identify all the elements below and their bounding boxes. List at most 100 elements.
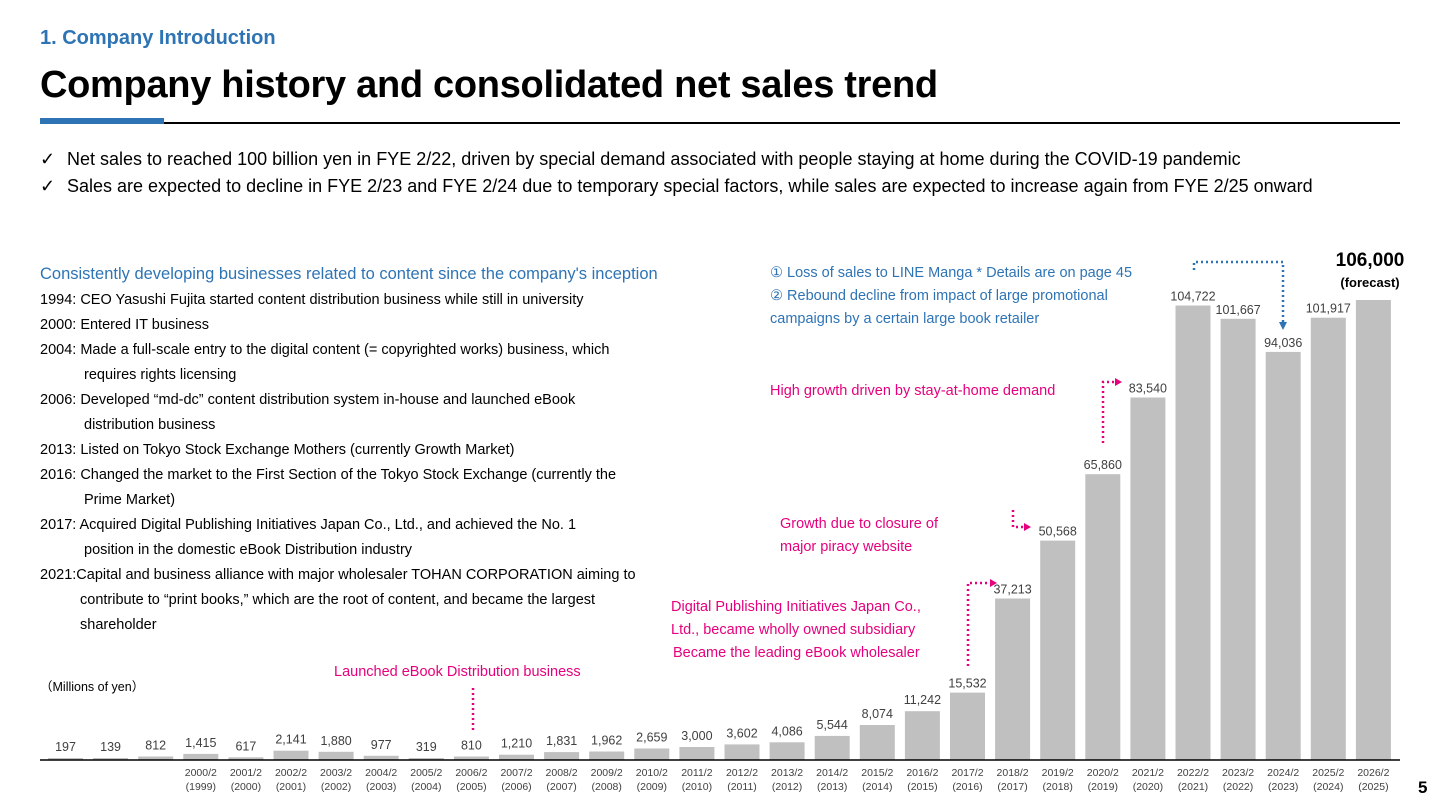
x-tick-sublabel: (2003) (366, 781, 396, 793)
history-heading: Consistently developing businesses relat… (40, 265, 658, 283)
bar-value-label: 101,667 (1216, 303, 1261, 317)
bar-value-label: 104,722 (1170, 290, 1215, 304)
x-tick-sublabel: (2009) (637, 781, 667, 793)
x-tick-sublabel: (2016) (952, 781, 982, 793)
bar (138, 756, 174, 760)
bar-value-label: 4,086 (771, 724, 802, 738)
bar-value-label: 2,659 (636, 731, 667, 745)
x-tick-sublabel: (1999) (186, 781, 216, 793)
history-item: 2004: Made a full-scale entry to the dig… (40, 338, 730, 388)
x-tick-label: 2000/2 (185, 767, 217, 779)
x-tick-sublabel: (2013) (817, 781, 847, 793)
x-tick-sublabel: (2021) (1178, 781, 1208, 793)
history-text: 2021:Capital and business alliance with … (40, 567, 636, 583)
check-icon: ✓ (40, 149, 56, 169)
bar-value-label: 1,210 (501, 737, 532, 751)
bar (1265, 351, 1301, 760)
x-tick-label: 2021/2 (1132, 767, 1164, 779)
annotation-line-manga: ① Loss of sales to LINE Manga * Details … (770, 265, 1133, 281)
x-tick-label: 2023/2 (1222, 767, 1254, 779)
annotation-rebound: ② Rebound decline from impact of large p… (770, 288, 1108, 304)
x-tick-sublabel: (2012) (772, 781, 802, 793)
bar-value-label: 83,540 (1129, 382, 1167, 396)
bar (93, 758, 129, 760)
bar (634, 748, 670, 760)
annotation-ebook-launch: Launched eBook Distribution business (334, 664, 581, 680)
history-item: 2017: Acquired Digital Publishing Initia… (40, 513, 730, 563)
line-manga-arrowhead (1279, 322, 1287, 330)
bullet-text: Sales are expected to decline in FYE 2/2… (67, 175, 1313, 196)
history-text-cont: distribution business (84, 417, 216, 433)
dpij-callout-line (966, 581, 990, 666)
bar (363, 755, 399, 760)
bar (904, 711, 940, 760)
bar (1175, 305, 1211, 760)
x-tick-sublabel: (2019) (1088, 781, 1118, 793)
history-text-cont: requires rights licensing (84, 367, 237, 383)
x-tick-label: 2012/2 (726, 767, 758, 779)
history-text-cont: contribute to “print books,” which are t… (80, 592, 596, 633)
x-tick-sublabel: (2001) (276, 781, 306, 793)
summary-bullets: ✓ Net sales to reached 100 billion yen i… (40, 146, 1420, 199)
x-tick-label: 2013/2 (771, 767, 803, 779)
x-tick-label: 2018/2 (997, 767, 1029, 779)
stay-home-callout-line (1101, 380, 1115, 443)
bar-value-label: 1,415 (185, 736, 216, 750)
x-tick-label: 2008/2 (546, 767, 578, 779)
x-tick-sublabel: (2006) (501, 781, 531, 793)
bar-value-label: 94,036 (1264, 336, 1302, 350)
annotation-dpij: Digital Publishing Initiatives Japan Co.… (671, 599, 921, 615)
bar-value-label: 1,962 (591, 734, 622, 748)
dpij-arrowhead (990, 579, 997, 587)
bar (408, 758, 444, 760)
x-tick-label: 2005/2 (410, 767, 442, 779)
x-tick-sublabel: (2010) (682, 781, 712, 793)
x-tick-label: 2024/2 (1267, 767, 1299, 779)
section-label: 1. Company Introduction (40, 27, 276, 49)
history-text: 2006: Developed “md-dc” content distribu… (40, 392, 576, 408)
bar-value-label: 11,242 (904, 693, 941, 707)
forecast-label: (forecast) (1340, 275, 1400, 290)
x-tick-sublabel: (2020) (1133, 781, 1163, 793)
x-tick-label: 2026/2 (1357, 767, 1389, 779)
x-tick-label: 2025/2 (1312, 767, 1344, 779)
bullet-item: ✓ Net sales to reached 100 billion yen i… (40, 146, 1420, 173)
x-tick-sublabel: (2017) (997, 781, 1027, 793)
bar-value-label: 319 (416, 740, 437, 754)
x-tick-label: 2007/2 (500, 767, 532, 779)
x-tick-sublabel: (2018) (1043, 781, 1073, 793)
bar (724, 744, 760, 760)
history-text-cont: Prime Market) (84, 492, 176, 508)
bar (544, 752, 580, 760)
unit-label: （Millions of yen） (40, 680, 145, 694)
bullet-item: ✓ Sales are expected to decline in FYE 2… (40, 173, 1420, 200)
x-tick-sublabel: (2024) (1313, 781, 1343, 793)
company-history: Consistently developing businesses relat… (40, 265, 730, 638)
stay-home-arrowhead (1115, 378, 1122, 386)
history-text-cont: position in the domestic eBook Distribut… (84, 542, 413, 558)
history-text: 1994: CEO Yasushi Fujita started content… (40, 292, 584, 308)
tick-group: 2000/2 (1999) 2001/2 (2000) 2002/2 (2001) 2003… (185, 767, 1390, 793)
x-tick-label: 2010/2 (636, 767, 668, 779)
bar-value-label: 1,880 (320, 734, 351, 748)
line-manga-callout-line (1192, 260, 1285, 322)
history-item: 2006: Developed “md-dc” content distribu… (40, 388, 730, 438)
forecast-value: 106,000 (1335, 250, 1405, 271)
history-item: 1994: CEO Yasushi Fujita started content… (40, 288, 730, 313)
x-tick-label: 2006/2 (455, 767, 487, 779)
history-item: 2016: Changed the market to the First Se… (40, 463, 730, 513)
history-text: 2016: Changed the market to the First Se… (40, 467, 617, 483)
bar (273, 750, 309, 760)
x-tick-sublabel: (2004) (411, 781, 441, 793)
x-tick-sublabel: (2008) (592, 781, 622, 793)
x-tick-label: 2015/2 (861, 767, 893, 779)
bar-value-label: 3,602 (726, 726, 757, 740)
bar-value-label: 8,074 (862, 707, 893, 721)
x-tick-sublabel: (2005) (456, 781, 486, 793)
bar (48, 758, 83, 760)
bar (1355, 300, 1391, 760)
title-accent-bar (40, 118, 164, 124)
bar-value-label: 3,000 (681, 729, 712, 743)
annotation-dpij-cont: Ltd., became wholly owned subsidiary (671, 622, 916, 638)
bar-value-label: 1,831 (546, 734, 577, 748)
